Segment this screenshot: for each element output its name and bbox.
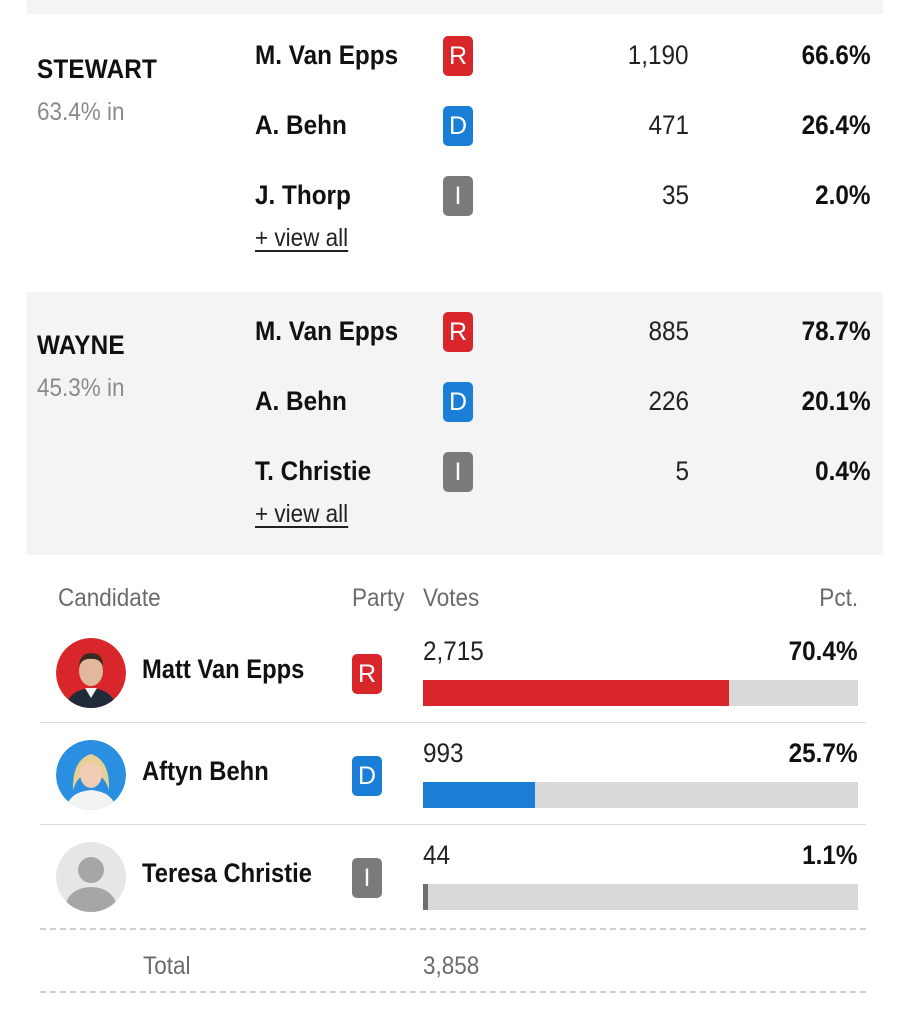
header-candidate: Candidate [58, 584, 161, 612]
avatar [56, 740, 126, 810]
party-badge-i: I [443, 176, 473, 216]
candidate-name: M. Van Epps [255, 40, 399, 70]
vote-share-fill [423, 884, 428, 910]
header-party: Party [352, 584, 405, 612]
vote-share-fill [423, 680, 730, 706]
county-reporting: 45.3% in [37, 374, 125, 402]
candidate-pct: 2.0% [815, 180, 871, 210]
candidate-pct: 1.1% [802, 840, 858, 870]
county-candidate-row: T. Christie I 5 0.4% [27, 452, 883, 492]
divider [40, 991, 866, 993]
candidate-name: Matt Van Epps [142, 654, 305, 684]
candidate-name: T. Christie [255, 456, 372, 486]
avatar [56, 638, 126, 708]
header-pct: Pct. [819, 584, 858, 612]
candidate-votes: 35 [661, 180, 689, 210]
divider [40, 928, 866, 930]
vote-share-bar [423, 680, 858, 706]
candidate-pct: 0.4% [815, 456, 871, 486]
vote-share-fill [423, 782, 535, 808]
candidate-votes: 471 [648, 110, 689, 140]
candidate-name: A. Behn [255, 386, 347, 416]
candidate-pct: 66.6% [802, 40, 871, 70]
county-reporting: 63.4% in [37, 98, 125, 126]
total-label: Total [143, 952, 191, 980]
vote-share-bar [423, 884, 858, 910]
county-name: STEWART [37, 54, 158, 84]
candidate-name: Aftyn Behn [142, 756, 269, 786]
county-candidate-row: M. Van Epps R 885 78.7% [27, 312, 883, 352]
party-badge-i: I [443, 452, 473, 492]
candidate-pct: 25.7% [789, 738, 858, 768]
candidate-pct: 26.4% [802, 110, 871, 140]
header-votes: Votes [423, 584, 480, 612]
candidate-pct: 20.1% [802, 386, 871, 416]
result-row[interactable]: Aftyn Behn D 993 25.7% [40, 724, 866, 825]
candidate-name: A. Behn [255, 110, 347, 140]
candidate-votes: 885 [648, 316, 689, 346]
county-candidate-row: A. Behn D 226 20.1% [27, 382, 883, 422]
candidate-votes: 44 [423, 840, 451, 870]
candidate-pct: 70.4% [789, 636, 858, 666]
party-badge-d: D [443, 106, 473, 146]
party-badge-d: D [443, 382, 473, 422]
vote-share-bar [423, 782, 858, 808]
person-silhouette-icon [56, 842, 126, 912]
candidate-votes: 1,190 [628, 40, 689, 70]
candidate-votes: 5 [675, 456, 689, 486]
candidate-votes: 993 [423, 738, 464, 768]
candidate-pct: 78.7% [802, 316, 871, 346]
party-badge-r: R [352, 654, 382, 694]
party-badge-d: D [352, 756, 382, 796]
county-candidate-row: A. Behn D 471 26.4% [27, 106, 883, 146]
candidate-name: M. Van Epps [255, 316, 399, 346]
county-wayne: WAYNE 45.3% in M. Van Epps R 885 78.7% A… [27, 292, 883, 555]
result-row[interactable]: Matt Van Epps R 2,715 70.4% [40, 622, 866, 723]
county-stewart: STEWART 63.4% in M. Van Epps R 1,190 66.… [27, 20, 883, 282]
view-all-link[interactable]: + view all [255, 500, 349, 528]
view-all-link[interactable]: + view all [255, 224, 349, 252]
candidate-name: Teresa Christie [142, 858, 312, 888]
candidate-name: J. Thorp [255, 180, 351, 210]
party-badge-r: R [443, 312, 473, 352]
top-strip [27, 0, 883, 14]
county-candidate-row: J. Thorp I 35 2.0% [27, 176, 883, 216]
party-badge-r: R [443, 36, 473, 76]
total-votes: 3,858 [423, 952, 480, 980]
candidate-votes: 226 [648, 386, 689, 416]
candidate-votes: 2,715 [423, 636, 484, 666]
county-name: WAYNE [37, 330, 125, 360]
county-candidate-row: M. Van Epps R 1,190 66.6% [27, 36, 883, 76]
result-row[interactable]: Teresa Christie I 44 1.1% [40, 826, 866, 926]
party-badge-i: I [352, 858, 382, 898]
